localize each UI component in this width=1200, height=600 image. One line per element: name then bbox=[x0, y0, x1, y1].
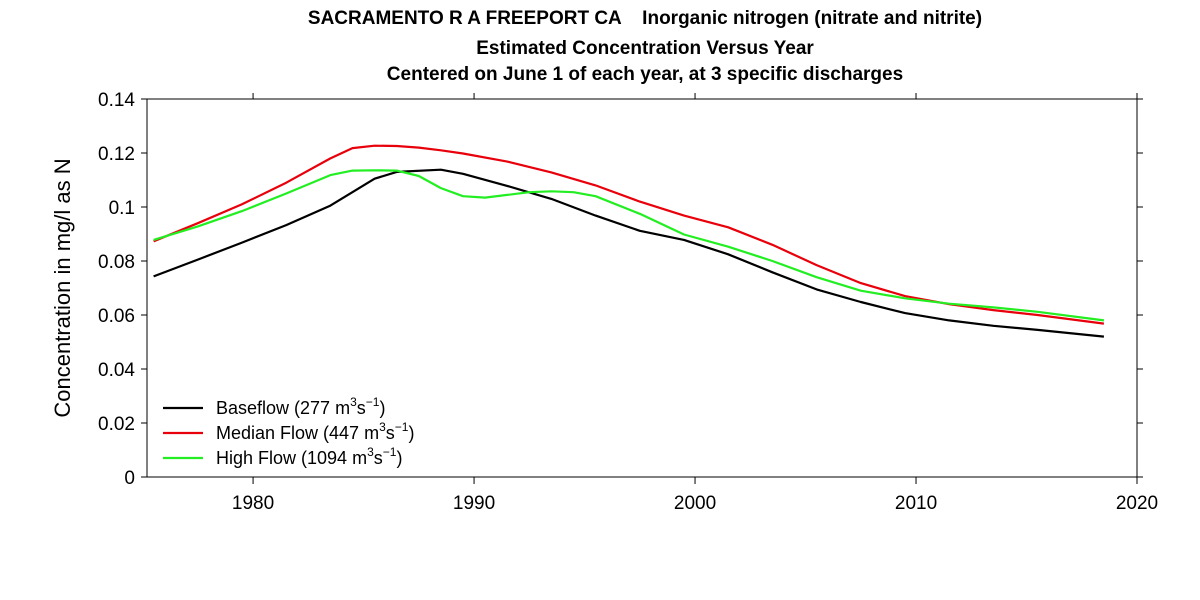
legend-label-1: Baseflow (277 m3s−1) bbox=[216, 395, 385, 418]
legend-text-part: s bbox=[374, 448, 383, 468]
x-axis: 1980 1990 2000 2010 2020 bbox=[232, 93, 1158, 514]
legend-text-part: −1 bbox=[366, 395, 380, 409]
y-axis: 0 0.02 0.04 0.06 0.08 0.1 0.12 0.14 bbox=[98, 90, 1143, 489]
x-tick-label: 2010 bbox=[895, 493, 937, 514]
y-tick-label: 0.06 bbox=[98, 306, 135, 327]
legend-label-3: High Flow (1094 m3s−1) bbox=[216, 445, 402, 468]
y-tick-label: 0.02 bbox=[98, 414, 135, 435]
chart-title: SACRAMENTO R A FREEPORT CA Inorganic nit… bbox=[307, 8, 983, 29]
y-tick-label: 0.08 bbox=[98, 252, 135, 273]
series-layer bbox=[153, 144, 1105, 338]
y-tick-label: 0.12 bbox=[98, 144, 135, 165]
y-tick-label: 0.1 bbox=[109, 198, 135, 219]
y-tick-label: 0.14 bbox=[98, 90, 135, 111]
legend: Baseflow (277 m3s−1)Median Flow (447 m3s… bbox=[163, 395, 414, 468]
legend-text-part: ) bbox=[379, 398, 385, 418]
series-line-3 bbox=[153, 169, 1105, 322]
legend-text-part: ) bbox=[396, 448, 402, 468]
legend-text-part: 3 bbox=[379, 420, 386, 434]
legend-text-part: −1 bbox=[395, 420, 409, 434]
chart-subtitle-2: Centered on June 1 of each year, at 3 sp… bbox=[386, 64, 904, 85]
y-axis-label: Concentration in mg/l as N bbox=[50, 158, 75, 417]
legend-text-part: Baseflow (277 m bbox=[216, 398, 350, 418]
legend-text-part: s bbox=[386, 423, 395, 443]
legend-text-part: −1 bbox=[383, 445, 397, 459]
series-line-1 bbox=[153, 168, 1105, 338]
legend-text-part: 3 bbox=[350, 395, 357, 409]
legend-label-2: Median Flow (447 m3s−1) bbox=[216, 420, 414, 443]
y-tick-label: 0.04 bbox=[98, 360, 135, 381]
plot-area-frame bbox=[146, 98, 1138, 478]
legend-text-part: 3 bbox=[367, 445, 374, 459]
legend-text-part: Median Flow (447 m bbox=[216, 423, 379, 443]
chart-subtitle: Estimated Concentration Versus Year bbox=[476, 38, 814, 59]
legend-text-part: s bbox=[357, 398, 366, 418]
y-tick-label: 0 bbox=[124, 468, 135, 489]
series-line-2 bbox=[153, 144, 1105, 325]
legend-text-part: ) bbox=[408, 423, 414, 443]
x-tick-label: 2000 bbox=[674, 493, 716, 514]
legend-text-part: High Flow (1094 m bbox=[216, 448, 367, 468]
x-tick-label: 1990 bbox=[453, 493, 495, 514]
x-tick-label: 2020 bbox=[1116, 493, 1158, 514]
x-tick-label: 1980 bbox=[232, 493, 274, 514]
